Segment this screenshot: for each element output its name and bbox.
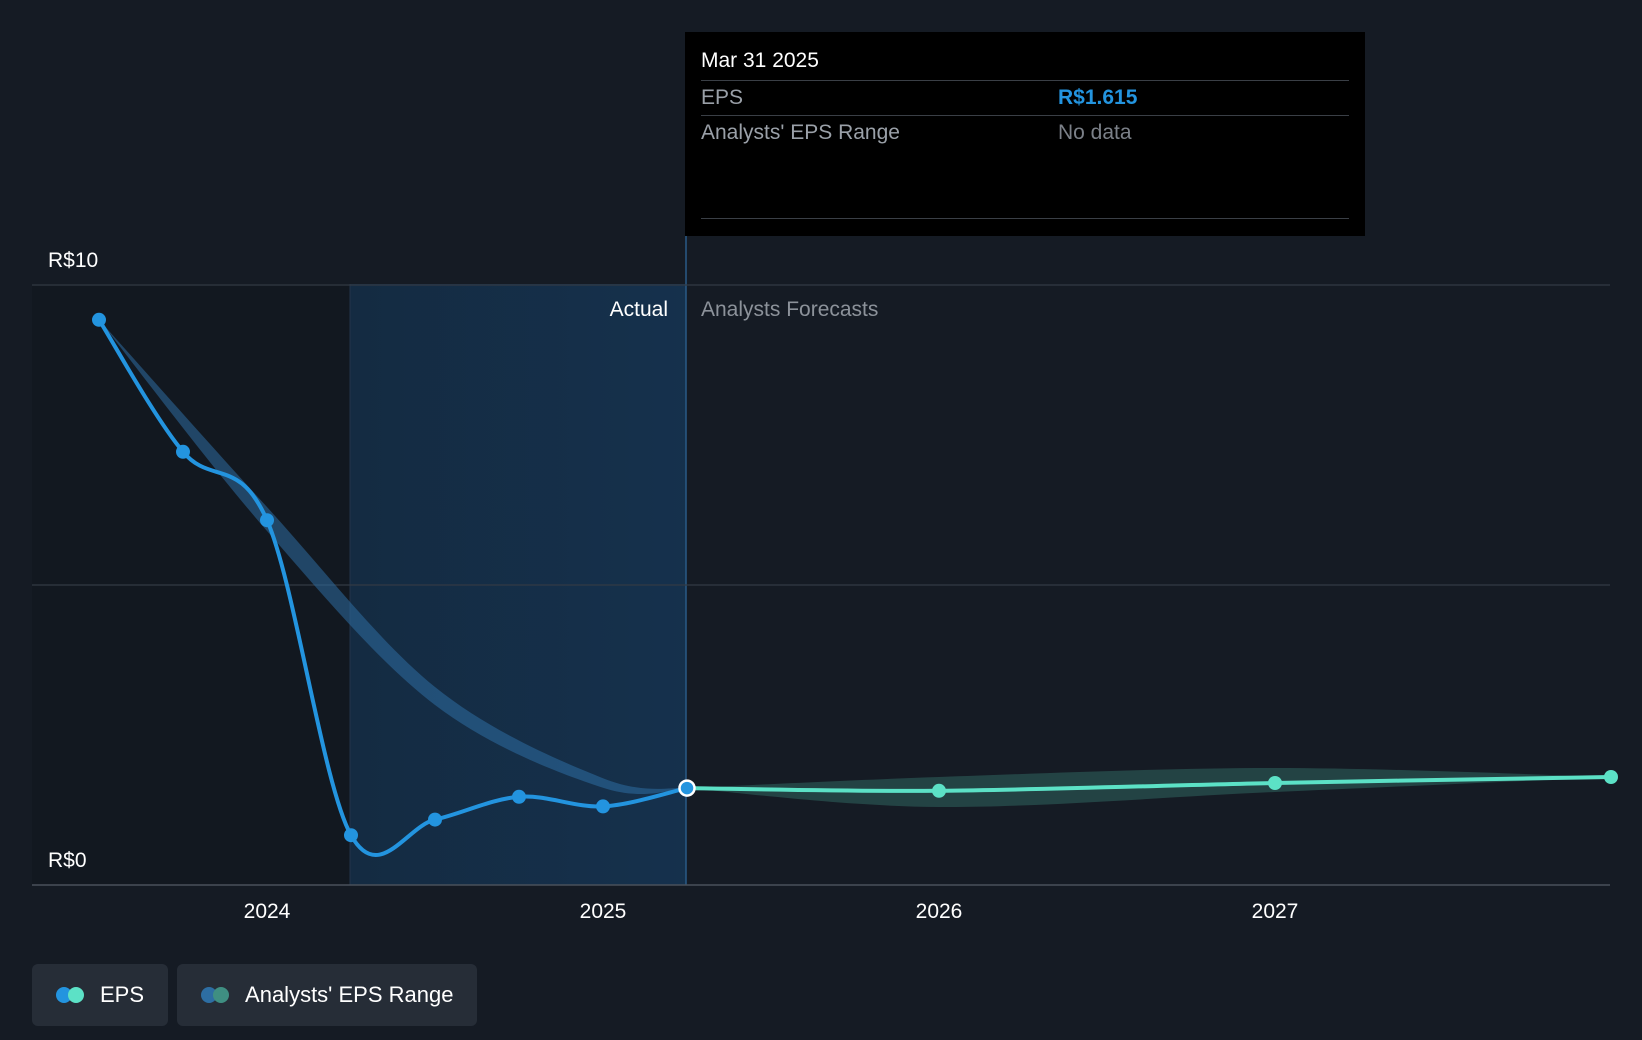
legend: EPS Analysts' EPS Range — [32, 964, 478, 1026]
eps-point — [596, 799, 610, 814]
tooltip-divider — [701, 218, 1349, 219]
legend-range-label: Analysts' EPS Range — [245, 982, 454, 1007]
range-legend-icon — [201, 987, 231, 1003]
legend-eps-label: EPS — [100, 982, 145, 1007]
eps-legend-icon — [56, 987, 86, 1003]
x-tick-label: 2026 — [916, 900, 963, 923]
eps-point — [1604, 770, 1618, 784]
eps-line-forecast — [685, 775, 1613, 793]
tooltip-eps-value: R$1.615 — [1058, 86, 1138, 109]
tooltip: Mar 31 2025 EPS R$1.615 Analysts' EPS Ra… — [685, 32, 1365, 236]
tooltip-range-label: Analysts' EPS Range — [701, 121, 900, 144]
legend-eps-button[interactable]: EPS — [32, 964, 169, 1026]
y-tick-label: R$10 — [48, 249, 98, 272]
x-tick-label: 2025 — [580, 900, 627, 923]
eps-point — [92, 312, 106, 327]
actual-region-label: Actual — [610, 298, 668, 321]
eps-point — [1268, 776, 1282, 790]
eps-point — [932, 783, 946, 798]
tooltip-eps-row: EPS R$1.615 — [701, 81, 1349, 116]
eps-point — [512, 789, 526, 804]
tooltip-range-row: Analysts' EPS Range No data — [701, 116, 1349, 150]
x-tick-label: 2024 — [244, 900, 291, 923]
x-tick-label: 2027 — [1252, 900, 1299, 923]
tooltip-date: Mar 31 2025 — [701, 46, 1349, 81]
forecast-region-label: Analysts Forecasts — [701, 298, 878, 321]
tooltip-range-value: No data — [1058, 121, 1132, 144]
eps-point — [344, 828, 358, 843]
eps-highlight-point — [678, 779, 696, 797]
eps-point — [428, 812, 442, 827]
tooltip-eps-label: EPS — [701, 86, 744, 109]
legend-range-button[interactable]: Analysts' EPS Range — [177, 964, 478, 1026]
y-tick-label: R$0 — [48, 849, 87, 872]
eps-point — [260, 513, 274, 528]
eps-point — [176, 444, 190, 459]
